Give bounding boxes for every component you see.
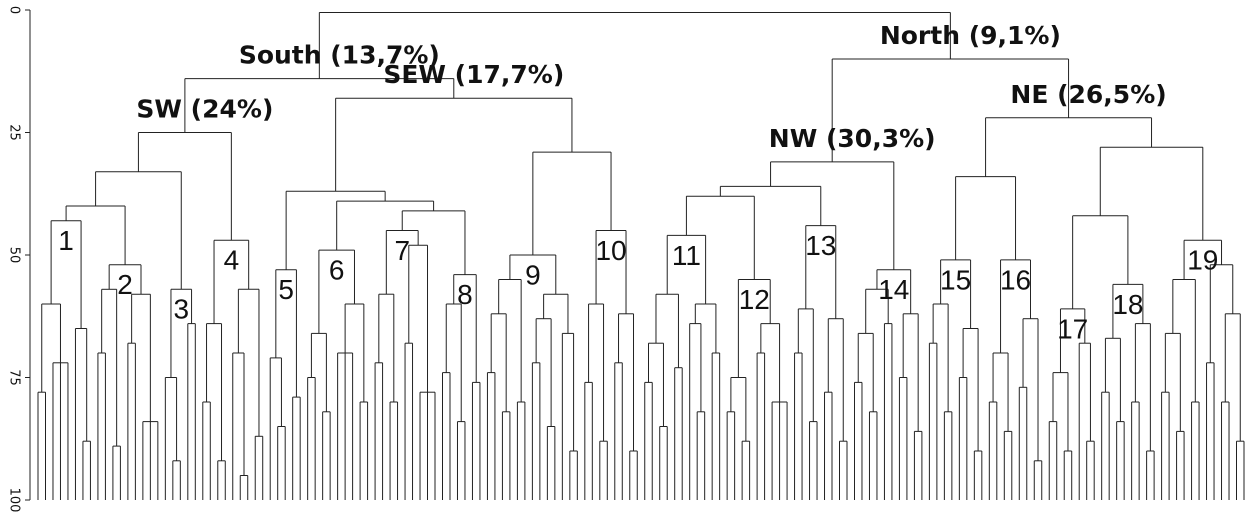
cluster-label: 13 <box>805 230 836 261</box>
cluster-label: 2 <box>117 269 133 300</box>
cluster-label: 10 <box>595 235 626 266</box>
cluster-label: 14 <box>878 274 909 305</box>
cluster-label: 8 <box>457 279 473 310</box>
cluster-label: 12 <box>739 284 770 315</box>
cluster-label: 1 <box>58 225 74 256</box>
y-tick-label: 100 <box>7 488 22 513</box>
cluster-label: 17 <box>1057 313 1088 344</box>
cluster-label: 6 <box>329 254 345 285</box>
y-tick-label: 50 <box>7 247 22 264</box>
cluster-label: 4 <box>224 245 240 276</box>
group-label: South (13,7%) <box>239 41 440 70</box>
group-label: NW (30,3%) <box>769 124 936 153</box>
y-tick-label: 0 <box>7 6 22 14</box>
group-label: NE (26,5%) <box>1010 80 1166 109</box>
cluster-label: 18 <box>1112 289 1143 320</box>
cluster-label: 11 <box>672 240 701 271</box>
cluster-label: 19 <box>1187 245 1218 276</box>
group-label: North (9,1%) <box>880 21 1061 50</box>
cluster-label: 9 <box>525 259 541 290</box>
cluster-label: 3 <box>173 294 189 325</box>
cluster-label: 7 <box>394 235 410 266</box>
group-label: SW (24%) <box>136 95 273 124</box>
cluster-label: 15 <box>940 264 971 295</box>
cluster-label: 16 <box>1000 264 1031 295</box>
cluster-label: 5 <box>278 274 294 305</box>
y-tick-label: 75 <box>7 369 22 386</box>
y-tick-label: 25 <box>7 124 22 141</box>
group-label: SEW (17,7%) <box>383 60 564 89</box>
